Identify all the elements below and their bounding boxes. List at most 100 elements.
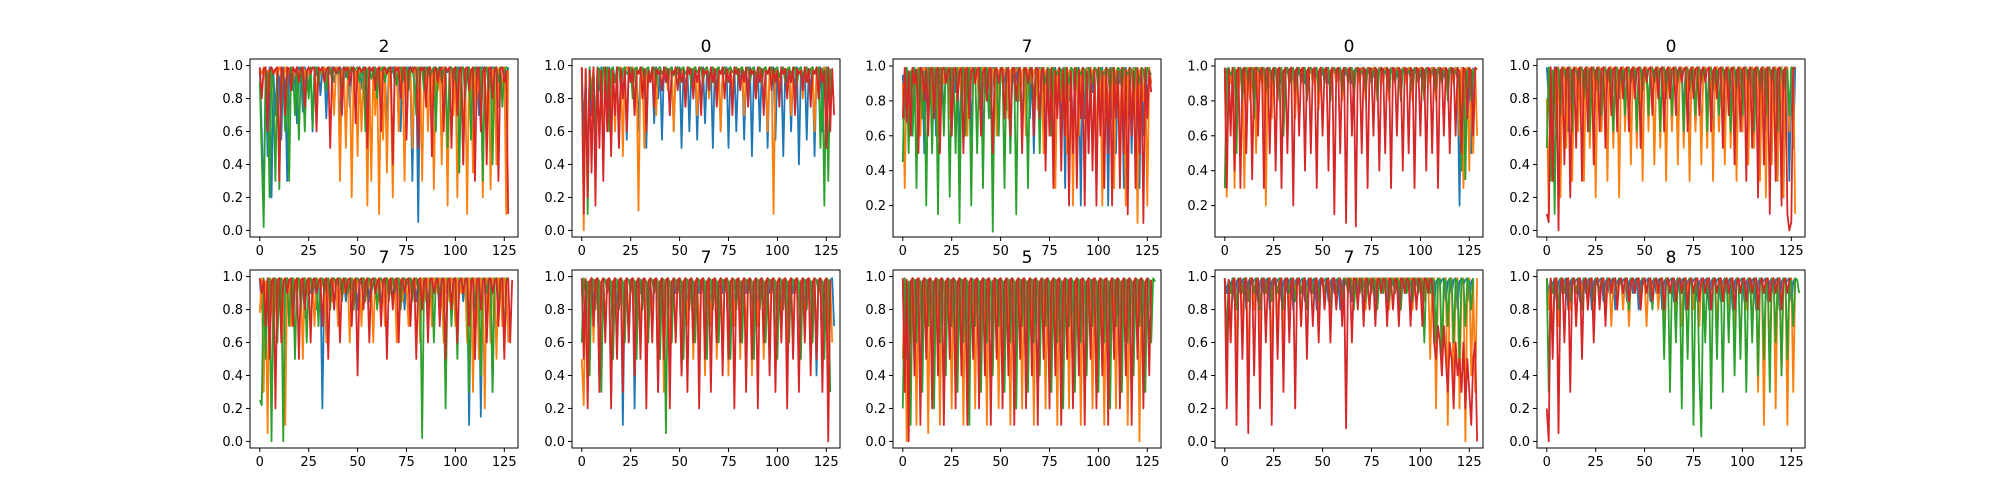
axes-frame — [1214, 269, 1484, 449]
y-tick-label: 0.6 — [1187, 129, 1208, 144]
y-tick-label: 1.0 — [865, 270, 886, 285]
x-tick-label: 0 — [1543, 244, 1551, 259]
plot-area — [258, 66, 510, 229]
subplot-title: 0 — [1666, 37, 1677, 57]
y-tick-label: 0.2 — [544, 191, 565, 206]
y-tick-label: 1.0 — [1509, 270, 1530, 285]
y-tick-label: 0.8 — [1187, 94, 1208, 109]
y-tick-label: 0.6 — [865, 129, 886, 144]
x-tick-label: 50 — [349, 244, 366, 259]
y-tick-label: 0.8 — [1509, 303, 1530, 318]
x-tick-label: 0 — [1221, 455, 1229, 470]
x-tick-label: 125 — [492, 244, 517, 259]
subplot-title: 7 — [1344, 248, 1355, 268]
series-line-3 — [1545, 277, 1801, 438]
y-tick-label: 0.0 — [544, 435, 565, 450]
x-tick-label: 75 — [1363, 244, 1380, 259]
axes-frame — [1536, 269, 1806, 449]
y-tick-label: 1.0 — [222, 59, 243, 74]
subplot-title: 0 — [701, 37, 712, 57]
y-tick-label: 0.8 — [1509, 92, 1530, 107]
x-tick-label: 0 — [256, 244, 264, 259]
y-tick-label: 0.2 — [222, 402, 243, 417]
x-tick-label: 25 — [622, 244, 639, 259]
x-tick-label: 50 — [349, 455, 366, 470]
axes-frame — [571, 58, 841, 238]
y-tick-label: 1.0 — [544, 59, 565, 74]
y-tick-label: 0.0 — [1509, 224, 1530, 239]
x-tick-label: 50 — [992, 455, 1009, 470]
y-tick-label: 0.6 — [544, 125, 565, 140]
y-tick-label: 0.4 — [1187, 369, 1208, 384]
plot-area — [258, 277, 514, 443]
x-tick-label: 25 — [943, 455, 960, 470]
y-tick-label: 1.0 — [222, 270, 243, 285]
x-tick-label: 125 — [1457, 244, 1482, 259]
x-tick-label: 50 — [1636, 455, 1653, 470]
y-tick-label: 0.2 — [1187, 199, 1208, 214]
y-tick-label: 0.8 — [544, 92, 565, 107]
y-tick-label: 1.0 — [865, 59, 886, 74]
x-tick-label: 25 — [943, 244, 960, 259]
x-tick-label: 100 — [765, 455, 790, 470]
x-tick-label: 25 — [622, 455, 639, 470]
x-tick-label: 25 — [1587, 244, 1604, 259]
y-tick-label: 0.0 — [865, 435, 886, 450]
x-tick-label: 75 — [1363, 455, 1380, 470]
axes-frame — [1536, 58, 1806, 238]
x-tick-label: 100 — [765, 244, 790, 259]
x-tick-label: 100 — [1086, 455, 1111, 470]
y-tick-label: 0.6 — [222, 125, 243, 140]
x-tick-label: 0 — [256, 455, 264, 470]
x-tick-label: 50 — [1314, 455, 1331, 470]
y-tick-label: 0.8 — [544, 303, 565, 318]
plot-area — [1223, 66, 1479, 228]
y-tick-label: 0.2 — [544, 402, 565, 417]
axes-frame — [249, 269, 519, 449]
x-tick-label: 0 — [899, 455, 907, 470]
y-tick-label: 0.6 — [1509, 125, 1530, 140]
y-tick-label: 0.2 — [1509, 402, 1530, 417]
subplot-title: 7 — [1022, 37, 1033, 57]
y-tick-label: 0.4 — [865, 164, 886, 179]
x-tick-label: 50 — [1636, 244, 1653, 259]
x-tick-label: 100 — [443, 455, 468, 470]
subplot-title: 2 — [379, 37, 390, 57]
subplot: 0 25 50 75 100 125 0.0 0.2 0.4 0.6 0.8 1.0 0 — [1509, 37, 1806, 259]
x-tick-label: 75 — [1685, 455, 1702, 470]
subplot-title: 7 — [379, 248, 390, 268]
plot-area — [580, 66, 836, 232]
y-tick-label: 0.0 — [544, 224, 565, 239]
y-tick-label: 0.2 — [865, 199, 886, 214]
y-tick-label: 0.0 — [1509, 435, 1530, 450]
subplot: 0 25 50 75 100 125 0.0 0.2 0.4 0.6 0.8 1.0 7 — [1187, 248, 1484, 470]
y-tick-label: 0.4 — [222, 369, 243, 384]
axes-frame — [1214, 58, 1484, 238]
y-tick-label: 0.6 — [1509, 336, 1530, 351]
subplot: 0 25 50 75 100 125 0.0 0.2 0.4 0.6 0.8 1.0 2 — [222, 37, 519, 259]
plot-area — [1545, 66, 1797, 232]
y-tick-label: 0.2 — [865, 402, 886, 417]
y-tick-label: 0.0 — [1187, 435, 1208, 450]
x-tick-label: 75 — [720, 244, 737, 259]
x-tick-label: 125 — [1457, 455, 1482, 470]
series-line-4 — [258, 277, 514, 410]
axes-frame — [571, 269, 841, 449]
y-tick-label: 0.8 — [865, 94, 886, 109]
x-tick-label: 0 — [1221, 244, 1229, 259]
x-tick-label: 75 — [1041, 455, 1058, 470]
y-tick-label: 0.4 — [1509, 158, 1530, 173]
x-tick-label: 50 — [671, 244, 688, 259]
series-line-4 — [580, 277, 832, 443]
y-tick-label: 0.2 — [1509, 191, 1530, 206]
y-tick-label: 0.8 — [222, 303, 243, 318]
x-tick-label: 0 — [899, 244, 907, 259]
x-tick-label: 50 — [992, 244, 1009, 259]
plot-area — [901, 66, 1153, 233]
plot-area — [580, 277, 836, 443]
x-tick-label: 100 — [443, 244, 468, 259]
axes-frame — [892, 269, 1162, 449]
y-tick-label: 0.8 — [222, 92, 243, 107]
y-tick-label: 1.0 — [1509, 59, 1530, 74]
